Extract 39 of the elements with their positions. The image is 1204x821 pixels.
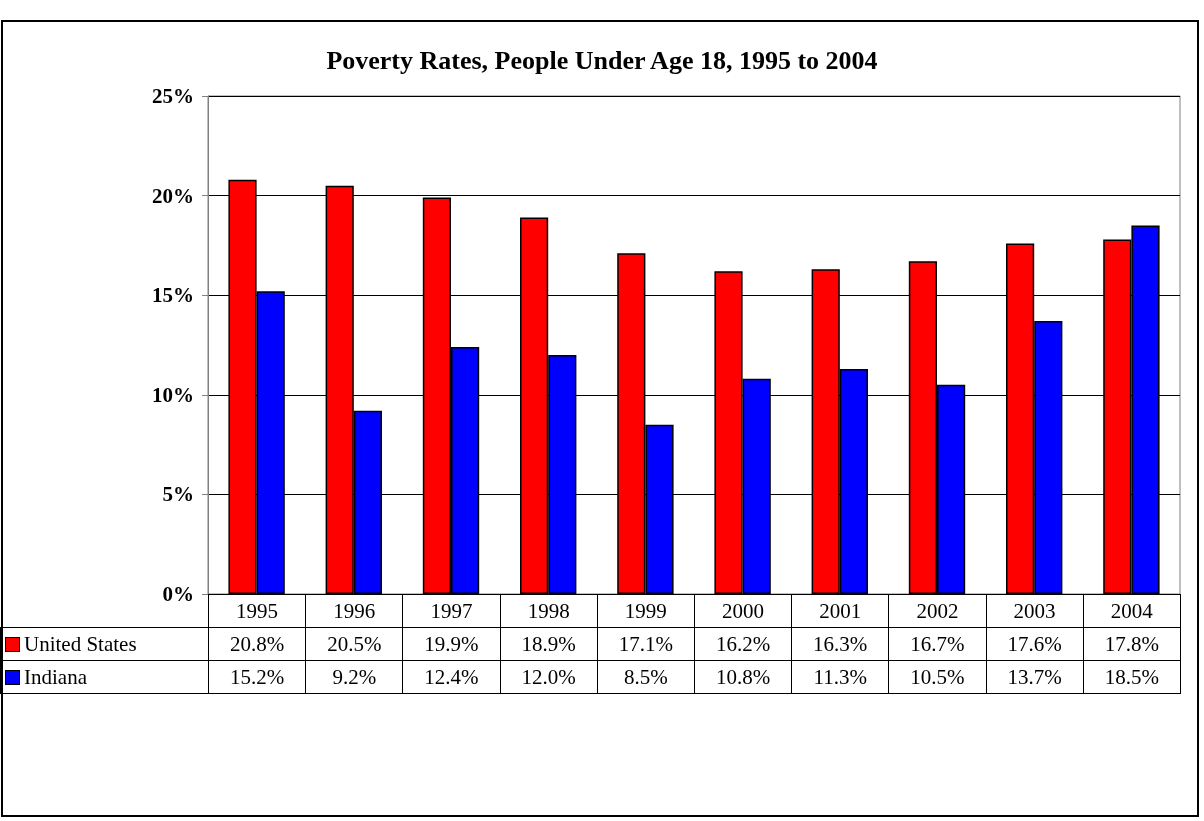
data-label: 13.7% bbox=[986, 660, 1084, 694]
x-tick-label: 1995 bbox=[208, 594, 306, 628]
data-label: 12.4% bbox=[402, 660, 501, 694]
data-label: 19.9% bbox=[402, 627, 501, 661]
y-tick-label: 20% bbox=[152, 183, 194, 208]
x-tick-label: 2003 bbox=[986, 594, 1084, 628]
y-tick-label: 0% bbox=[162, 582, 194, 606]
x-tick-label: 2002 bbox=[888, 594, 986, 628]
x-tick-label: 1998 bbox=[500, 594, 598, 628]
y-tick-label: 10% bbox=[152, 382, 194, 407]
data-label: 16.3% bbox=[791, 627, 889, 661]
data-label: 10.5% bbox=[888, 660, 986, 694]
data-label: 11.3% bbox=[791, 660, 889, 694]
x-tick-label: 2000 bbox=[694, 594, 792, 628]
data-label: 10.8% bbox=[694, 660, 792, 694]
x-tick-label: 1996 bbox=[305, 594, 403, 628]
chart-title: Poverty Rates, People Under Age 18, 1995 to 2004 bbox=[326, 45, 878, 75]
data-label: 8.5% bbox=[597, 660, 695, 694]
x-tick-label: 2001 bbox=[791, 594, 889, 628]
data-label: 20.5% bbox=[305, 627, 403, 661]
data-label: 17.6% bbox=[986, 627, 1084, 661]
data-label: 9.2% bbox=[305, 660, 403, 694]
x-tick-label: 1999 bbox=[597, 594, 695, 628]
data-label: 15.2% bbox=[208, 660, 306, 694]
data-label: 18.5% bbox=[1083, 660, 1181, 694]
data-label: 16.7% bbox=[888, 627, 986, 661]
data-label: 17.8% bbox=[1083, 627, 1181, 661]
data-label: 17.1% bbox=[597, 627, 695, 661]
legend-label: Indiana bbox=[0, 660, 209, 694]
y-tick-label: 15% bbox=[152, 283, 194, 308]
y-tick-label: 25% bbox=[152, 84, 194, 108]
data-label: 12.0% bbox=[500, 660, 598, 694]
x-tick-label: 1997 bbox=[402, 594, 501, 628]
y-tick-label: 5% bbox=[162, 482, 194, 507]
x-tick-label: 2004 bbox=[1083, 594, 1181, 628]
data-label: 20.8% bbox=[208, 627, 306, 661]
data-label: 16.2% bbox=[694, 627, 792, 661]
data-label: 18.9% bbox=[500, 627, 598, 661]
legend-label: United States bbox=[0, 627, 209, 661]
